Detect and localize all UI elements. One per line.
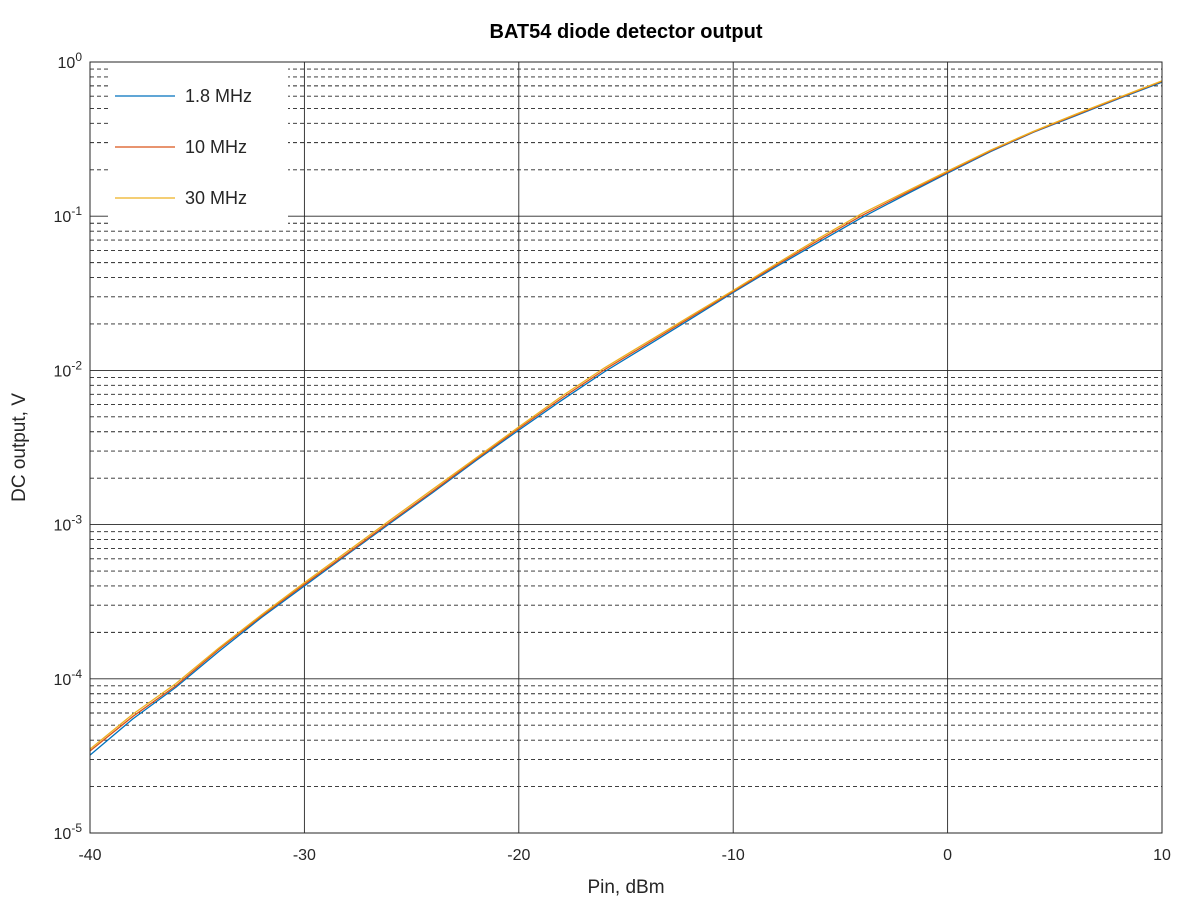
x-tick-label: -10 [722, 847, 745, 864]
legend: 1.8 MHz 10 MHz 30 MHz [108, 68, 288, 226]
y-tick-label: 10-3 [54, 513, 83, 535]
x-tick-label: -40 [78, 847, 101, 864]
x-tick-label: 0 [943, 847, 952, 864]
legend-label-2: 10 MHz [185, 137, 247, 157]
legend-label-1: 1.8 MHz [185, 86, 252, 106]
x-axis-title: Pin, dBm [587, 877, 664, 898]
legend-label-3: 30 MHz [185, 188, 247, 208]
series-line-2 [89, 80, 1163, 752]
x-tick-label: -20 [507, 847, 530, 864]
series-line-1 [89, 81, 1163, 756]
axis-ticks: -40 -30 -20 -10 0 10 10-5 10-4 10-3 10-2 10-1 100 [54, 50, 1171, 864]
y-tick-label: 100 [58, 50, 83, 72]
y-tick-label: 10-2 [54, 358, 83, 380]
y-tick-label: 10-5 [54, 821, 83, 843]
x-tick-label: -30 [293, 847, 316, 864]
y-axis-title: DC output, V [9, 393, 30, 502]
y-tick-label: 10-4 [54, 667, 83, 689]
series-line-3 [89, 80, 1163, 750]
y-tick-label: 10-1 [54, 204, 83, 226]
chart-title: BAT54 diode detector output [490, 21, 763, 43]
series-lines [89, 80, 1163, 756]
x-tick-label: 10 [1153, 847, 1171, 864]
plot-area-frame [89, 61, 1163, 834]
